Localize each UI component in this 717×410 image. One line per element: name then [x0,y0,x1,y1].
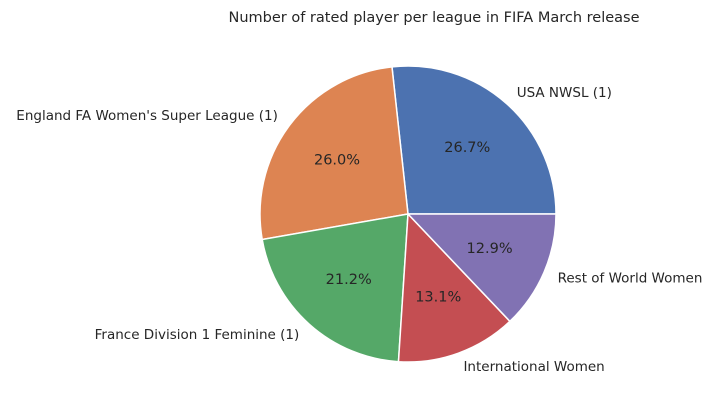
slice-label-4: International Women [463,359,604,375]
pie-wedge-4 [397,213,511,363]
percent-labels: 26.7% 26.0% 21.2% 13.1% 12.9% [314,140,513,306]
slice-label-2: England FA Women's Super League (1) [16,108,278,124]
slice-label-5: Rest of World Women [558,270,703,286]
percent-label-2: 26.0% [314,153,360,169]
pie-wedges [259,65,557,363]
percent-label-5: 12.9% [467,241,513,257]
percent-label-3: 21.2% [326,272,372,288]
slice-label-1: USA NWSL (1) [517,85,612,101]
pie-wedge-5 [407,213,557,323]
pie-wedge-2 [259,66,409,241]
pie-wedge-1 [391,65,557,215]
slice-label-3: France Division 1 Feminine (1) [95,327,300,343]
percent-label-4: 13.1% [415,289,461,305]
pie-wedge-3 [261,213,409,363]
percent-label-1: 26.7% [444,140,490,156]
chart-title: Number of rated player per league in FIF… [228,10,639,26]
slice-labels: USA NWSL (1) England FA Women's Super Lea… [16,85,702,375]
